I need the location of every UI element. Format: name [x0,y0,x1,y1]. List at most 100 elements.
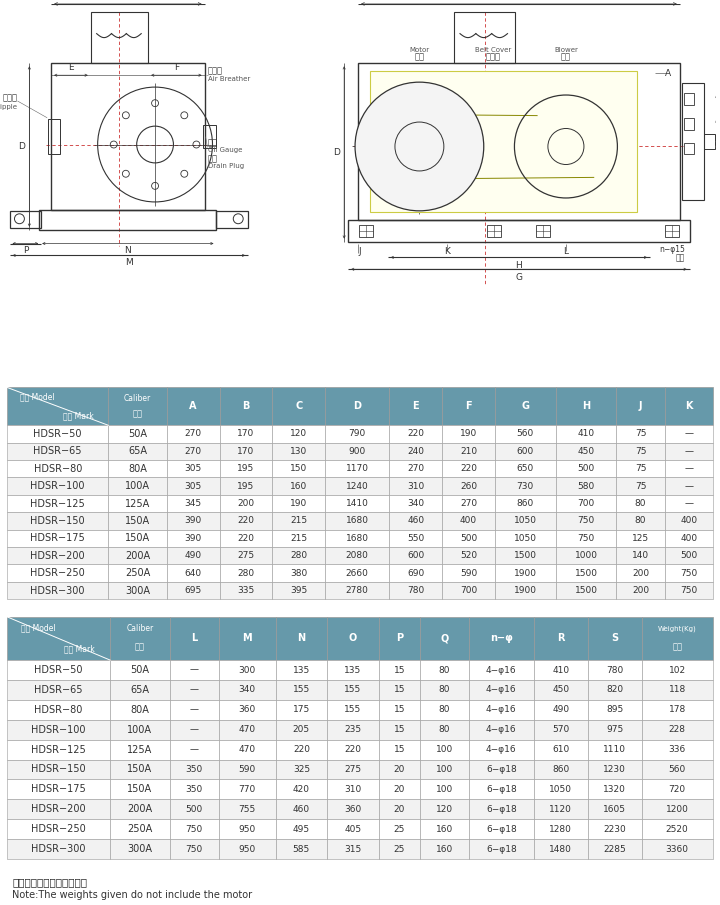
Text: 500: 500 [680,551,698,560]
Bar [7,660,110,680]
Bar [588,739,642,759]
Bar [327,739,379,759]
Bar [390,512,442,529]
Bar [534,660,588,680]
Bar [220,512,272,529]
Bar [108,460,166,478]
Bar [166,387,220,425]
Bar [48,119,60,155]
Bar [442,443,495,460]
Text: 600: 600 [407,551,424,560]
Text: 100: 100 [436,765,453,774]
Bar [110,799,169,819]
Text: 6−φ18: 6−φ18 [486,824,517,834]
Bar [166,529,220,548]
Bar [495,512,556,529]
Text: 15: 15 [393,745,405,754]
Bar [390,529,442,548]
Text: 335: 335 [238,586,255,595]
Text: 80: 80 [438,705,450,714]
Bar [272,565,325,582]
Text: 340: 340 [238,685,256,694]
Bar [556,548,616,565]
Bar [684,142,693,155]
Bar [495,529,556,548]
Text: 120: 120 [290,430,307,439]
Bar [556,582,616,599]
Bar [420,739,469,759]
Bar [220,548,272,565]
Text: 2520: 2520 [666,824,688,834]
Bar [327,759,379,779]
Text: 200: 200 [238,499,255,508]
Text: 15: 15 [393,665,405,674]
Text: HDSR−80: HDSR−80 [35,705,83,715]
Bar [420,799,469,819]
Bar [327,779,379,799]
Text: 100: 100 [436,785,453,794]
Text: HDSR−50: HDSR−50 [34,429,82,439]
Bar [536,224,550,236]
Bar [390,460,442,478]
Text: N: N [125,246,131,255]
Bar [169,759,219,779]
Bar [556,478,616,495]
Bar [469,719,534,739]
Text: 2230: 2230 [603,824,626,834]
Text: 300: 300 [238,665,256,674]
Bar [272,548,325,565]
Text: 400: 400 [460,517,477,526]
Bar [327,719,379,739]
Bar [276,799,327,819]
Bar [219,759,276,779]
Text: 75: 75 [635,447,647,456]
Text: —: — [684,464,693,473]
Text: P: P [396,634,402,643]
Bar [665,512,713,529]
Bar [110,617,169,660]
Text: —: — [189,705,199,714]
Bar [588,719,642,739]
Bar [7,443,108,460]
Text: 25: 25 [394,844,405,853]
Bar [390,443,442,460]
Text: 315: 315 [344,844,361,853]
Bar [169,700,219,719]
Text: 770: 770 [238,785,256,794]
Bar [220,460,272,478]
Bar [166,565,220,582]
Text: 4−φ16: 4−φ16 [486,665,517,674]
Bar [379,779,420,799]
Text: 15: 15 [393,705,405,714]
Text: 750: 750 [186,824,203,834]
Text: 820: 820 [606,685,624,694]
Bar [534,719,588,739]
Text: E: E [68,63,73,72]
Text: J: J [639,402,642,412]
Text: —: — [684,430,693,439]
Bar [534,680,588,700]
Text: 155: 155 [344,685,361,694]
Bar [665,565,713,582]
Text: S: S [516,0,522,1]
Text: 860: 860 [517,499,534,508]
Text: 1410: 1410 [346,499,369,508]
Text: 1320: 1320 [603,785,626,794]
Bar [169,839,219,859]
Text: HDSR−100: HDSR−100 [32,725,86,735]
Text: 900: 900 [348,447,366,456]
Bar [219,719,276,739]
Bar [454,12,516,63]
Text: 215: 215 [290,534,307,543]
Text: 135: 135 [344,665,361,674]
Text: 690: 690 [407,568,424,577]
Text: 1500: 1500 [575,586,598,595]
Text: 记号 Mark: 记号 Mark [64,644,94,653]
Text: 重量: 重量 [672,643,682,652]
Bar [442,529,495,548]
Bar [442,548,495,565]
Bar [534,700,588,719]
Bar [642,759,713,779]
Bar [110,719,169,739]
Bar [7,425,108,443]
